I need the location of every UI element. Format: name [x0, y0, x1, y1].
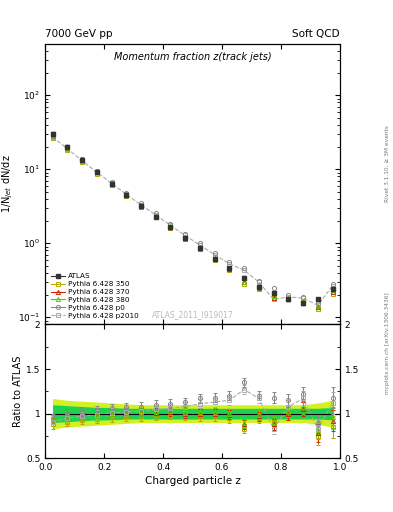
Text: ATLAS_2011_I919017: ATLAS_2011_I919017 [152, 310, 233, 319]
Text: 7000 GeV pp: 7000 GeV pp [45, 29, 113, 39]
Text: Rivet 3.1.10, ≥ 3M events: Rivet 3.1.10, ≥ 3M events [385, 125, 390, 202]
X-axis label: Charged particle z: Charged particle z [145, 476, 241, 486]
Y-axis label: Ratio to ATLAS: Ratio to ATLAS [13, 356, 23, 427]
Text: Momentum fraction z(track jets): Momentum fraction z(track jets) [114, 52, 272, 62]
Text: mcplots.cern.ch [arXiv:1306.3436]: mcplots.cern.ch [arXiv:1306.3436] [385, 292, 390, 394]
Y-axis label: 1/N$_{jet}$ dN/dz: 1/N$_{jet}$ dN/dz [1, 155, 15, 214]
Text: Soft QCD: Soft QCD [292, 29, 340, 39]
Legend: ATLAS, Pythia 6.428 350, Pythia 6.428 370, Pythia 6.428 380, Pythia 6.428 p0, Py: ATLAS, Pythia 6.428 350, Pythia 6.428 37… [49, 271, 141, 321]
